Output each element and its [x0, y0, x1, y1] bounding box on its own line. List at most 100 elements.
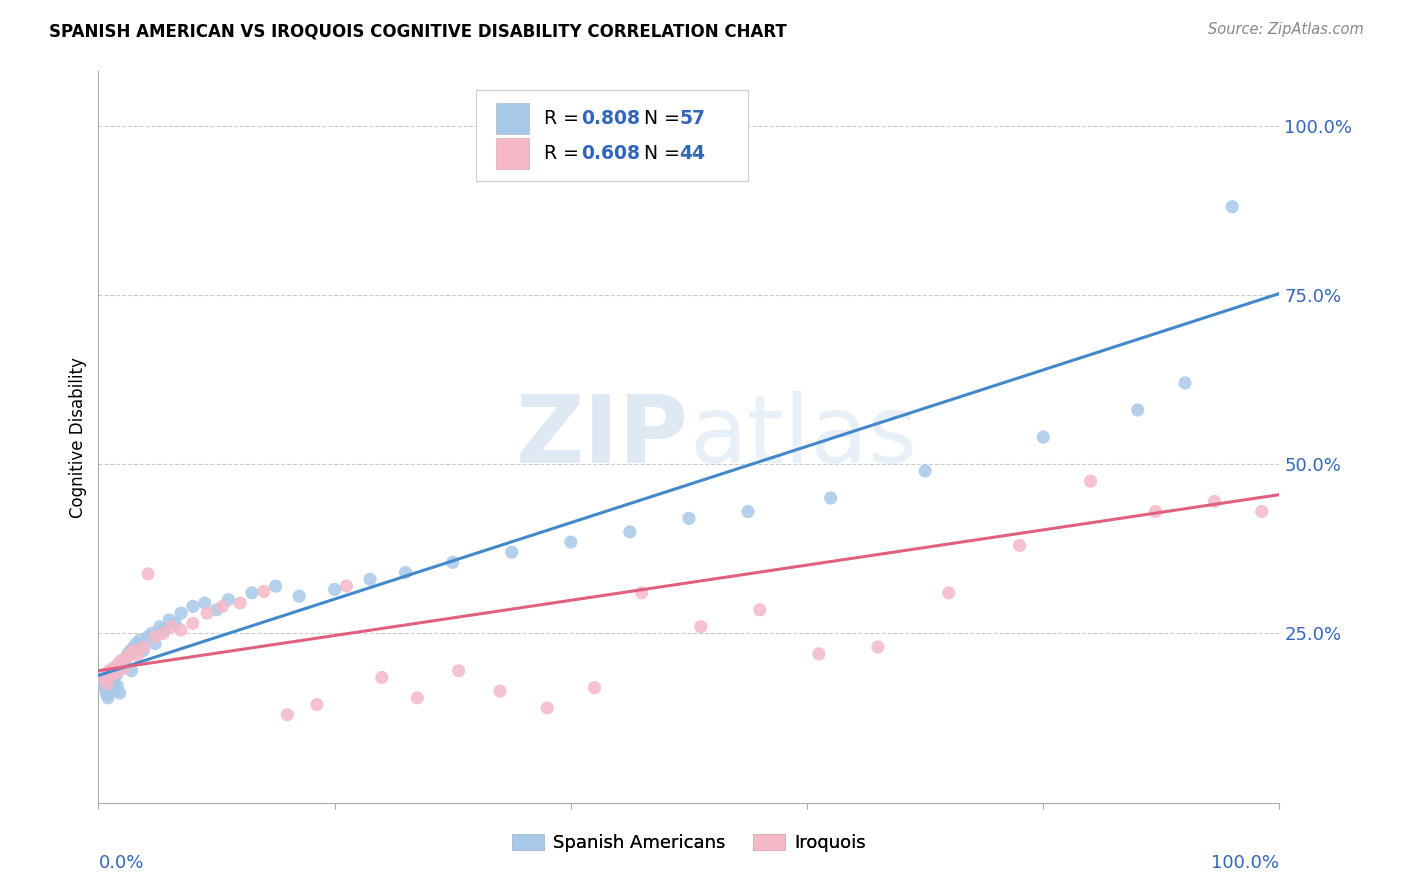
- Point: [127, 648, 149, 662]
- Point: [108, 686, 131, 700]
- Point: [98, 671, 121, 685]
- Point: [1008, 538, 1031, 552]
- Point: [630, 586, 652, 600]
- Point: [195, 606, 218, 620]
- Text: R =: R =: [544, 144, 585, 162]
- Point: [112, 662, 135, 676]
- Text: SPANISH AMERICAN VS IROQUOIS COGNITIVE DISABILITY CORRELATION CHART: SPANISH AMERICAN VS IROQUOIS COGNITIVE D…: [49, 22, 787, 40]
- Point: [501, 545, 523, 559]
- Point: [98, 667, 121, 681]
- Point: [1204, 494, 1226, 508]
- Point: [152, 623, 174, 637]
- Point: [107, 657, 129, 671]
- Y-axis label: Cognitive Disability: Cognitive Disability: [69, 357, 87, 517]
- Point: [105, 668, 128, 682]
- Point: [115, 650, 138, 665]
- Point: [115, 650, 138, 665]
- Point: [737, 505, 759, 519]
- Point: [253, 584, 276, 599]
- Point: [105, 665, 128, 680]
- Point: [91, 673, 114, 688]
- Point: [136, 566, 159, 581]
- Point: [136, 630, 159, 644]
- Point: [560, 535, 582, 549]
- Point: [181, 616, 204, 631]
- Point: [359, 572, 381, 586]
- Point: [371, 671, 394, 685]
- Point: [157, 613, 180, 627]
- Point: [1080, 474, 1102, 488]
- Point: [165, 616, 187, 631]
- Point: [143, 630, 166, 644]
- Point: [1032, 430, 1054, 444]
- Point: [807, 647, 830, 661]
- Text: N =: N =: [633, 109, 686, 128]
- Text: 0.0%: 0.0%: [98, 854, 143, 872]
- Point: [489, 684, 512, 698]
- Point: [125, 637, 148, 651]
- Point: [103, 675, 125, 690]
- Point: [288, 589, 311, 603]
- Point: [120, 647, 142, 661]
- Point: [194, 596, 217, 610]
- Point: [211, 599, 233, 614]
- Point: [229, 596, 252, 610]
- Point: [94, 673, 117, 687]
- Point: [1144, 505, 1167, 519]
- Point: [678, 511, 700, 525]
- Point: [305, 698, 328, 712]
- Point: [689, 620, 711, 634]
- Point: [914, 464, 936, 478]
- Point: [866, 640, 889, 654]
- Point: [107, 662, 129, 676]
- Text: Source: ZipAtlas.com: Source: ZipAtlas.com: [1208, 22, 1364, 37]
- Point: [112, 657, 135, 671]
- Point: [583, 681, 606, 695]
- Point: [394, 566, 416, 580]
- Point: [121, 664, 143, 678]
- FancyBboxPatch shape: [477, 90, 748, 181]
- Point: [820, 491, 842, 505]
- Point: [141, 626, 163, 640]
- Point: [100, 668, 122, 682]
- Point: [441, 555, 464, 569]
- Point: [170, 623, 193, 637]
- Point: [149, 620, 172, 634]
- Point: [128, 633, 150, 648]
- Point: [111, 660, 134, 674]
- Point: [406, 690, 429, 705]
- Point: [170, 606, 193, 620]
- Point: [1174, 376, 1197, 390]
- Point: [100, 664, 122, 678]
- Legend: Spanish Americans, Iroquois: Spanish Americans, Iroquois: [505, 827, 873, 860]
- Point: [91, 671, 114, 685]
- Point: [240, 586, 263, 600]
- Text: 57: 57: [679, 109, 706, 128]
- Point: [276, 707, 298, 722]
- Point: [112, 654, 135, 668]
- Point: [105, 679, 128, 693]
- Point: [104, 681, 127, 696]
- Text: R =: R =: [544, 109, 585, 128]
- Point: [160, 620, 183, 634]
- Point: [536, 701, 558, 715]
- Point: [264, 579, 287, 593]
- Point: [122, 643, 145, 657]
- Point: [323, 582, 346, 597]
- Point: [132, 640, 155, 654]
- Text: N =: N =: [633, 144, 686, 162]
- Point: [1220, 200, 1243, 214]
- Point: [335, 579, 357, 593]
- Point: [120, 643, 142, 657]
- Text: 0.808: 0.808: [582, 109, 641, 128]
- Point: [132, 643, 155, 657]
- Text: atlas: atlas: [689, 391, 917, 483]
- Point: [110, 654, 132, 668]
- Text: 44: 44: [679, 144, 706, 162]
- Point: [1126, 403, 1149, 417]
- Point: [103, 660, 125, 674]
- Point: [938, 586, 960, 600]
- Point: [122, 640, 145, 654]
- Point: [748, 603, 770, 617]
- Point: [181, 599, 204, 614]
